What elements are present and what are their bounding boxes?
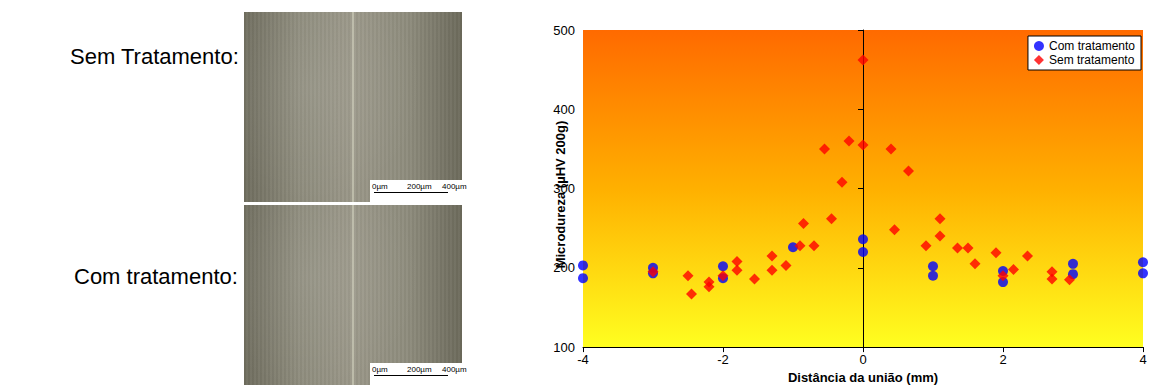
svg-text:0: 0 — [859, 352, 866, 367]
svg-text:-2: -2 — [717, 352, 729, 367]
svg-text:2: 2 — [999, 352, 1006, 367]
html-text:200µm: 200µm — [407, 182, 432, 191]
svg-text:Com tratamento: Com tratamento — [1049, 39, 1135, 53]
html-text:400µm: 400µm — [442, 182, 467, 191]
svg-text:400: 400 — [553, 102, 575, 117]
html-text:200µm: 200µm — [407, 365, 432, 374]
svg-text:Sem tratamento: Sem tratamento — [1049, 53, 1135, 67]
svg-text:200: 200 — [553, 260, 575, 275]
svg-text:500: 500 — [553, 23, 575, 38]
html-text:Sem Tratamento:: Sem Tratamento: — [70, 44, 239, 69]
svg-text:4: 4 — [1139, 352, 1146, 367]
svg-text:300: 300 — [553, 181, 575, 196]
svg-text:Distância da união (mm): Distância da união (mm) — [788, 370, 938, 385]
svg-text:100: 100 — [553, 340, 575, 355]
html-text:400µm: 400µm — [442, 365, 467, 374]
svg-text:-4: -4 — [577, 352, 589, 367]
svg-text:Microdureza (µHV 200g): Microdureza (µHV 200g) — [553, 120, 568, 269]
html-text:0µm: 0µm — [372, 182, 388, 191]
html-text:0µm: 0µm — [372, 365, 388, 374]
html-text:Com tratamento:: Com tratamento: — [74, 264, 238, 289]
